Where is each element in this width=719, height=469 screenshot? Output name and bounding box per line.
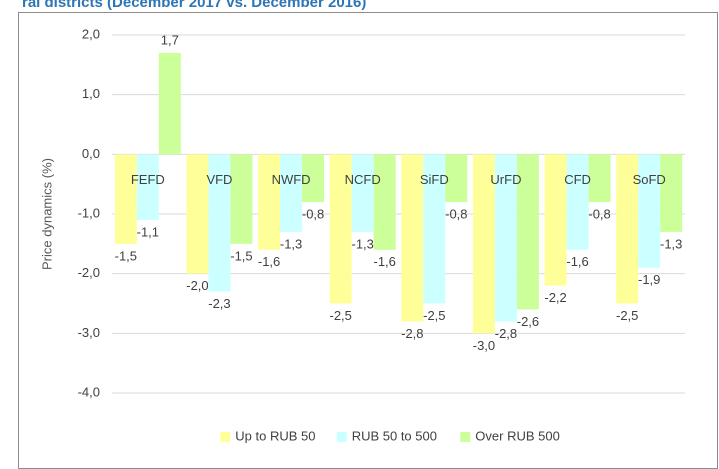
bar xyxy=(423,154,446,304)
data-label: -2,8 xyxy=(495,326,517,341)
legend-label: Over RUB 500 xyxy=(475,428,560,443)
data-label: -0,8 xyxy=(445,207,467,222)
x-tick-label: FEFD xyxy=(131,172,165,187)
data-label: -1,3 xyxy=(280,236,302,251)
data-label: -1,3 xyxy=(660,236,682,251)
chart-title: ral districts (December 2017 vs. Decembe… xyxy=(22,0,366,11)
data-label: -1,6 xyxy=(373,254,395,269)
bar xyxy=(472,154,495,334)
y-tick-label: -3,0 xyxy=(78,325,100,340)
bar xyxy=(208,154,231,292)
data-label: -1,9 xyxy=(638,272,660,287)
bar xyxy=(158,52,181,155)
bar xyxy=(258,154,281,250)
bar xyxy=(329,154,352,304)
y-tick-label: -2,0 xyxy=(78,265,100,280)
legend-label: RUB 50 to 500 xyxy=(352,428,437,443)
bar xyxy=(280,154,303,232)
y-tick-label: 1,0 xyxy=(82,86,100,101)
data-label: -0,8 xyxy=(302,207,324,222)
bar xyxy=(616,154,639,304)
data-label: -1,5 xyxy=(230,248,252,263)
data-label: -2,2 xyxy=(544,290,566,305)
bar xyxy=(566,154,589,250)
x-tick-label: VFD xyxy=(206,172,232,187)
y-tick-label: 0,0 xyxy=(82,146,100,161)
bar xyxy=(660,154,683,232)
y-tick-label: -1,0 xyxy=(78,205,100,220)
data-label: -2,5 xyxy=(616,308,638,323)
legend-swatch xyxy=(220,432,231,442)
data-label: -1,5 xyxy=(115,248,137,263)
data-label: -2,5 xyxy=(423,308,445,323)
bar xyxy=(401,154,424,322)
bar xyxy=(445,154,468,203)
bar xyxy=(186,154,209,274)
x-tick-label: NWFD xyxy=(272,172,311,187)
x-tick-label: SiFD xyxy=(420,172,449,187)
bar xyxy=(230,154,253,244)
bar xyxy=(516,154,539,310)
bar xyxy=(302,154,325,203)
bar xyxy=(136,154,159,220)
data-label: -1,6 xyxy=(566,254,588,269)
data-label: -3,0 xyxy=(473,338,495,353)
y-tick-label: 2,0 xyxy=(82,26,100,41)
y-axis-label: Price dynamics (%) xyxy=(39,158,54,270)
data-label: -2,8 xyxy=(401,326,423,341)
legend-label: Up to RUB 50 xyxy=(235,428,315,443)
bar xyxy=(373,154,396,250)
bar xyxy=(588,154,611,203)
bar xyxy=(638,154,661,268)
data-label: 1,7 xyxy=(161,32,179,47)
bar xyxy=(494,154,517,322)
x-tick-label: NCFD xyxy=(345,172,381,187)
bar xyxy=(114,154,137,244)
bar xyxy=(544,154,567,286)
data-label: -2,5 xyxy=(329,308,351,323)
x-tick-label: SoFD xyxy=(633,172,666,187)
data-label: -1,3 xyxy=(351,236,373,251)
x-tick-label: CFD xyxy=(564,172,591,187)
x-tick-label: UrFD xyxy=(490,172,521,187)
legend-swatch xyxy=(460,432,471,442)
y-tick-label: -4,0 xyxy=(78,384,100,399)
data-label: -2,0 xyxy=(186,278,208,293)
data-label: -1,6 xyxy=(258,254,280,269)
data-label: -0,8 xyxy=(588,207,610,222)
bar xyxy=(351,154,374,232)
data-label: -1,1 xyxy=(137,224,159,239)
data-label: -2,3 xyxy=(208,296,230,311)
data-label: -2,6 xyxy=(517,314,539,329)
legend-swatch xyxy=(336,432,347,442)
